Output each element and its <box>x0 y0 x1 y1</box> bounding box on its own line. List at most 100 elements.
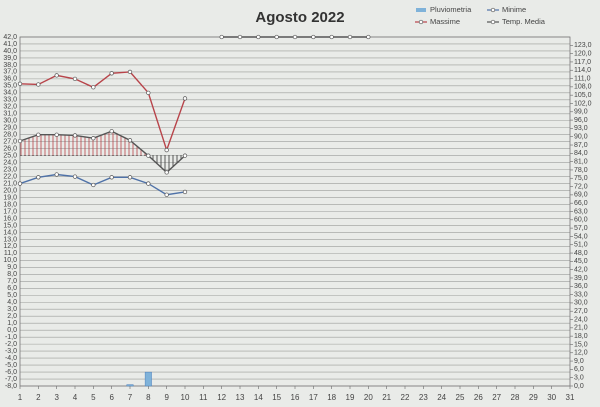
y-tick-label: -3,0 <box>5 348 17 355</box>
point <box>164 170 169 175</box>
point <box>17 81 23 86</box>
y-tick-label: 7,0 <box>7 278 17 285</box>
point <box>127 138 133 143</box>
x-tick-label: 30 <box>547 393 556 402</box>
y2-tick-label: 87,0 <box>574 142 588 149</box>
point <box>164 192 169 197</box>
y-tick-label: 20,0 <box>3 187 17 194</box>
y-tick-label: 10,0 <box>3 257 17 264</box>
series-line <box>19 71 186 153</box>
y-tick-label: 5,0 <box>7 292 17 299</box>
chart-title: Agosto 2022 <box>255 9 344 26</box>
x-tick-label: 14 <box>254 393 263 402</box>
x-tick-label: 4 <box>73 393 78 402</box>
y-tick-label: 21,0 <box>3 180 17 187</box>
point <box>91 136 96 141</box>
y2-tick-label: 90,0 <box>574 134 588 141</box>
point <box>91 85 96 90</box>
y-tick-label: 38,0 <box>3 62 17 69</box>
y-tick-label: 18,0 <box>3 201 17 208</box>
y2-tick-label: 9,0 <box>574 358 584 365</box>
y2-tick-label: 30,0 <box>574 300 588 307</box>
x-tick-label: 31 <box>566 393 575 402</box>
y-tick-label: 22,0 <box>3 173 17 180</box>
y-tick-label: -4,0 <box>5 355 17 362</box>
point <box>72 174 78 179</box>
point <box>72 76 78 82</box>
point <box>72 133 78 138</box>
x-tick-label: 27 <box>492 393 501 402</box>
y-tick-label: -5,0 <box>5 362 17 369</box>
y2-tick-label: 120,0 <box>574 50 592 57</box>
y-tick-label: -7,0 <box>5 376 17 383</box>
point <box>146 153 151 158</box>
point <box>292 34 298 40</box>
y2-tick-label: 36,0 <box>574 283 588 290</box>
point <box>109 175 114 180</box>
legend-marker <box>490 19 496 25</box>
point <box>366 34 371 40</box>
bar <box>126 384 134 387</box>
y2-tick-label: 60,0 <box>574 217 588 224</box>
y2-tick-label: 96,0 <box>574 117 588 124</box>
y-tick-label: 17,0 <box>3 208 17 215</box>
y-tick-label: 28,0 <box>3 132 17 139</box>
point <box>54 132 59 137</box>
y-tick-label: 24,0 <box>3 159 17 166</box>
x-tick-label: 25 <box>456 393 465 402</box>
y2-tick-label: 69,0 <box>574 192 588 199</box>
y2-tick-label: 81,0 <box>574 158 588 165</box>
x-tick-label: 3 <box>54 393 59 402</box>
y-tick-label: -8,0 <box>5 383 17 390</box>
point <box>36 82 41 87</box>
y-tick-label: 36,0 <box>3 76 17 83</box>
x-tick-label: 15 <box>272 393 281 402</box>
y2-tick-label: 63,0 <box>574 208 588 215</box>
y-tick-label: 11,0 <box>4 250 17 257</box>
legend-label: Pluviometria <box>430 5 472 14</box>
point <box>146 181 151 186</box>
y-tick-label: 31,0 <box>3 111 17 118</box>
y2-tick-label: 12,0 <box>574 350 588 357</box>
y-tick-label: 8,0 <box>7 271 17 278</box>
y-tick-label: 41,0 <box>3 41 17 48</box>
y-tick-label: 2,0 <box>7 313 17 320</box>
x-tick-label: 5 <box>91 393 96 402</box>
y2-tick-label: 6,0 <box>574 366 584 373</box>
point <box>182 189 188 195</box>
point <box>146 90 151 95</box>
legend-label: Minime <box>502 5 526 14</box>
x-tick-label: 22 <box>401 393 410 402</box>
point <box>219 34 224 40</box>
y-tick-label: 37,0 <box>3 69 17 76</box>
point <box>109 129 114 134</box>
y-tick-label: 15,0 <box>3 222 17 229</box>
point <box>54 73 59 78</box>
y2-tick-label: 24,0 <box>574 316 588 323</box>
y2-tick-label: 27,0 <box>574 308 588 315</box>
y2-tick-label: 33,0 <box>574 291 588 298</box>
point <box>127 175 133 180</box>
point <box>54 172 59 177</box>
y-tick-label: 0,0 <box>7 327 17 334</box>
y2-tick-label: 75,0 <box>574 175 588 182</box>
legend-marker <box>490 7 496 13</box>
y2-tick-label: 48,0 <box>574 250 588 257</box>
legend-label: Temp. Media <box>502 17 546 26</box>
point <box>311 34 316 40</box>
y2-tick-label: 15,0 <box>574 341 588 348</box>
y-tick-label: 16,0 <box>3 215 17 222</box>
y2-tick-label: 3,0 <box>574 375 584 382</box>
point <box>127 69 133 75</box>
x-tick-label: 24 <box>437 393 446 402</box>
y-tick-label: 35,0 <box>3 83 17 90</box>
point <box>36 175 41 180</box>
x-tick-label: 7 <box>128 393 133 402</box>
x-tick-label: 6 <box>109 393 114 402</box>
y-tick-label: 33,0 <box>3 97 17 104</box>
y-tick-label: 3,0 <box>7 306 17 313</box>
y-tick-label: 1,0 <box>7 320 17 327</box>
y-tick-label: 23,0 <box>3 166 17 173</box>
point <box>347 34 353 40</box>
